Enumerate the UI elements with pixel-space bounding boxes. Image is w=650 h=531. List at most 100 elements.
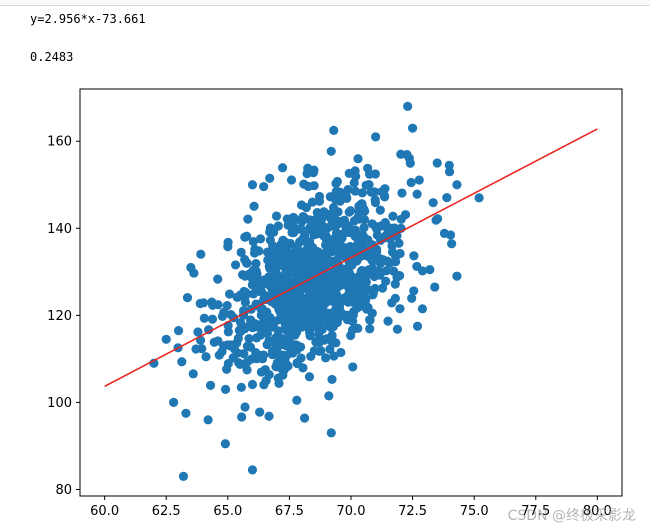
- scatter-point: [345, 270, 355, 280]
- scatter-point: [281, 359, 291, 369]
- scatter-point: [269, 338, 279, 348]
- x-tick-label: 70.0: [337, 504, 366, 519]
- scatter-point: [381, 276, 391, 286]
- scatter-point: [357, 265, 367, 276]
- scatter-point: [326, 296, 336, 306]
- scatter-point: [412, 321, 423, 331]
- scatter-point: [224, 289, 235, 299]
- scatter-point: [409, 251, 419, 261]
- scatter-point: [298, 211, 308, 222]
- scatter-point: [213, 274, 223, 284]
- scatter-point: [262, 312, 272, 322]
- y-tick-label: 140: [47, 222, 72, 237]
- scatter-point: [381, 266, 392, 276]
- scatter-point: [186, 262, 196, 273]
- scatter-point: [348, 316, 358, 326]
- scatter-point: [297, 316, 307, 326]
- scatter-point: [370, 197, 381, 208]
- scatter-point: [272, 358, 282, 368]
- scatter-point: [273, 221, 283, 231]
- scatter-point: [327, 330, 337, 341]
- scatter-point: [396, 214, 406, 224]
- y-axis-ticks: 80 100 120 140 160: [47, 135, 80, 498]
- scatter-point: [417, 266, 428, 276]
- scatter-point: [428, 198, 438, 208]
- scatter-point: [263, 274, 273, 284]
- scatter-point: [217, 311, 228, 322]
- scatter-point: [207, 314, 218, 324]
- scatter-point: [222, 364, 232, 374]
- scatter-point: [304, 260, 314, 270]
- scatter-point: [338, 265, 349, 275]
- scatter-point: [242, 231, 252, 241]
- scatter-point: [273, 373, 283, 383]
- scatter-point: [181, 408, 191, 418]
- scatter-point: [389, 266, 399, 276]
- scatter-point: [198, 298, 209, 308]
- scatter-point: [307, 197, 318, 207]
- scatter-point: [303, 322, 313, 333]
- scatter-point: [312, 207, 322, 218]
- scatter-point: [213, 336, 223, 346]
- scatter-point: [292, 395, 302, 405]
- scatter-point: [407, 293, 417, 303]
- scatter-point: [244, 334, 254, 344]
- scatter-point: [265, 173, 275, 183]
- scatter-point: [281, 274, 291, 284]
- scatter-point: [364, 265, 374, 275]
- scatter-point: [204, 325, 214, 335]
- scatter-point: [268, 241, 278, 251]
- scatter-point: [302, 169, 312, 179]
- scatter-point: [213, 300, 223, 310]
- scatter-point: [220, 439, 230, 449]
- scatter-point: [267, 282, 278, 293]
- scatter-point: [248, 237, 259, 247]
- scatter-point: [329, 351, 339, 361]
- scatter-point: [317, 324, 327, 334]
- scatter-point: [371, 132, 381, 142]
- scatter-point: [237, 412, 247, 422]
- scatter-point: [278, 163, 288, 173]
- scatter-point: [371, 222, 381, 232]
- scatter-point: [360, 298, 370, 308]
- y-tick-label: 160: [47, 135, 72, 150]
- scatter-point: [452, 180, 462, 190]
- scatter-point: [177, 357, 187, 367]
- scatter-point: [342, 310, 352, 320]
- scatter-point: [291, 323, 301, 333]
- scatter-point: [240, 297, 250, 307]
- scatter-point: [447, 239, 457, 249]
- scatter-point: [288, 348, 298, 358]
- scatter-point: [289, 213, 299, 223]
- scatter-point: [379, 190, 389, 201]
- scatter-point: [345, 206, 356, 216]
- scatter-point: [387, 247, 398, 257]
- scatter-point: [247, 465, 258, 475]
- scatter-point: [402, 150, 412, 160]
- scatter-point: [259, 181, 269, 192]
- scatter-point: [255, 234, 266, 244]
- scatter-point: [360, 287, 370, 297]
- scatter-point: [414, 175, 424, 185]
- scatter-point: [248, 289, 259, 299]
- scatter-point: [278, 286, 288, 296]
- y-tick-label: 100: [47, 396, 72, 411]
- scatter-point: [326, 146, 336, 156]
- scatter-point: [281, 307, 291, 317]
- scatter-point: [321, 353, 331, 363]
- scatter-point: [430, 282, 440, 292]
- scatter-point: [318, 301, 328, 311]
- scatter-point: [340, 293, 350, 303]
- scatter-point: [384, 258, 395, 268]
- scatter-points: [149, 101, 484, 482]
- scatter-point: [280, 247, 290, 257]
- scatter-point: [188, 369, 198, 379]
- scatter-point: [439, 228, 450, 238]
- scatter-point: [412, 189, 422, 199]
- scatter-point: [301, 202, 311, 213]
- scatter-point: [193, 327, 203, 337]
- scatter-point: [264, 370, 274, 380]
- scatter-point: [353, 239, 363, 249]
- x-axis-ticks: 60.0 62.5 65.0 67.5 70.0 72.5 75.0 77.5 80.0: [90, 496, 612, 519]
- scatter-point: [238, 290, 248, 300]
